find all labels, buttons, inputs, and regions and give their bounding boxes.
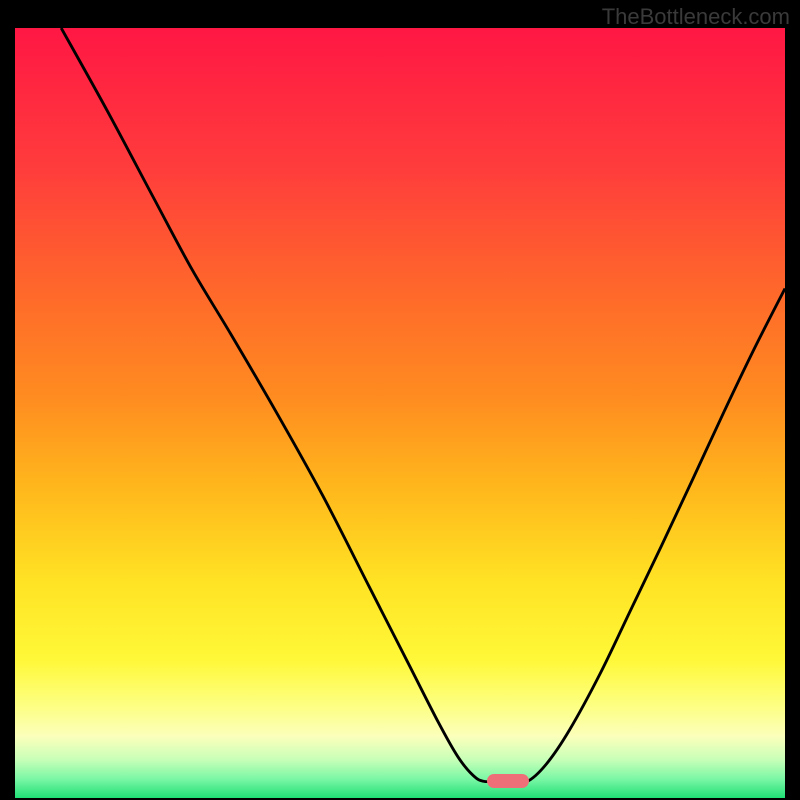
chart-container: TheBottleneck.com: [0, 0, 800, 800]
plot-area: [15, 28, 785, 783]
bottleneck-curve: [15, 28, 785, 783]
optimal-marker: [487, 774, 529, 788]
watermark-text: TheBottleneck.com: [602, 4, 790, 30]
